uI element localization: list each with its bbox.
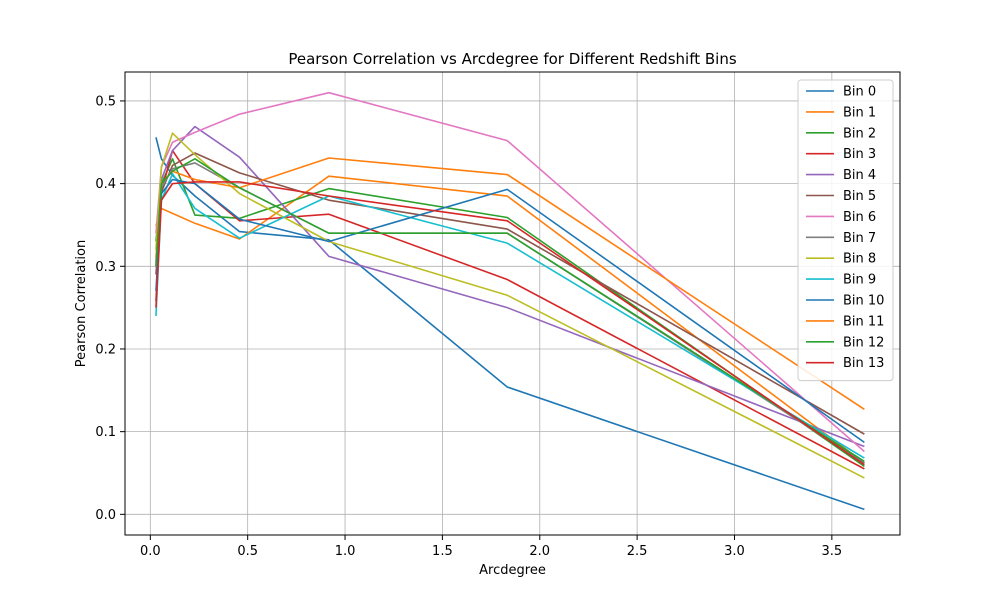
y-tick-label: 0.4 [95, 177, 116, 192]
series-line-bin-12 [155, 158, 865, 463]
x-tick-label: 2.0 [529, 544, 550, 559]
legend: Bin 0 Bin 1 Bin 2 Bin 3 Bin 4 Bin 5 Bin 6 Bin 7… [797, 79, 894, 382]
x-tick-label: 0.0 [140, 544, 161, 559]
x-axis-label: Arcdegree [479, 563, 546, 578]
series-line-bin-10 [155, 178, 865, 444]
legend-label: Bin 2 [843, 126, 876, 141]
legend-label: Bin 6 [843, 210, 876, 225]
legend-label: Bin 3 [843, 147, 876, 162]
series-line-bin-4 [155, 125, 865, 448]
y-tick-label: 0.2 [95, 342, 116, 357]
legend-box [797, 79, 894, 382]
series-line-bin-1 [155, 175, 865, 464]
legend-label: Bin 13 [843, 356, 884, 371]
legend-label: Bin 1 [843, 105, 876, 120]
chart-title: Pearson Correlation vs Arcdegree for Dif… [288, 50, 737, 68]
plot-frame [124, 71, 901, 536]
legend-label: Bin 11 [843, 314, 884, 329]
legend-label: Bin 0 [843, 85, 876, 100]
series-line-bin-2 [155, 158, 865, 468]
x-tick-label: 3.0 [724, 544, 745, 559]
y-tick-label: 0.0 [95, 508, 116, 523]
y-axis-label: Pearson Correlation [74, 240, 89, 367]
legend-label: Bin 8 [843, 252, 876, 267]
legend-label: Bin 9 [843, 273, 876, 288]
x-tick-label: 3.5 [822, 544, 843, 559]
x-tick-label: 1.5 [432, 544, 453, 559]
series-lines [155, 91, 865, 511]
series-line-bin-5 [155, 152, 865, 435]
x-tick-label: 2.5 [627, 544, 648, 559]
legend-label: Bin 7 [843, 231, 876, 246]
legend-label: Bin 10 [843, 294, 884, 309]
series-line-bin-9 [155, 172, 865, 459]
series-line-bin-13 [155, 181, 865, 466]
axis-ticks: 0.0 0.5 1.0 1.5 2.0 2.5 3.0 3.5 0.0 0.1 0.2 0.3 0.4 0… [95, 94, 842, 559]
legend-label: Bin 5 [843, 189, 876, 204]
y-tick-label: 0.5 [95, 94, 116, 109]
legend-label: Bin 4 [843, 168, 876, 183]
x-tick-label: 0.5 [237, 544, 258, 559]
y-tick-label: 0.3 [95, 260, 116, 275]
y-tick-label: 0.1 [95, 425, 116, 440]
x-tick-label: 1.0 [335, 544, 356, 559]
legend-label: Bin 12 [843, 335, 884, 350]
